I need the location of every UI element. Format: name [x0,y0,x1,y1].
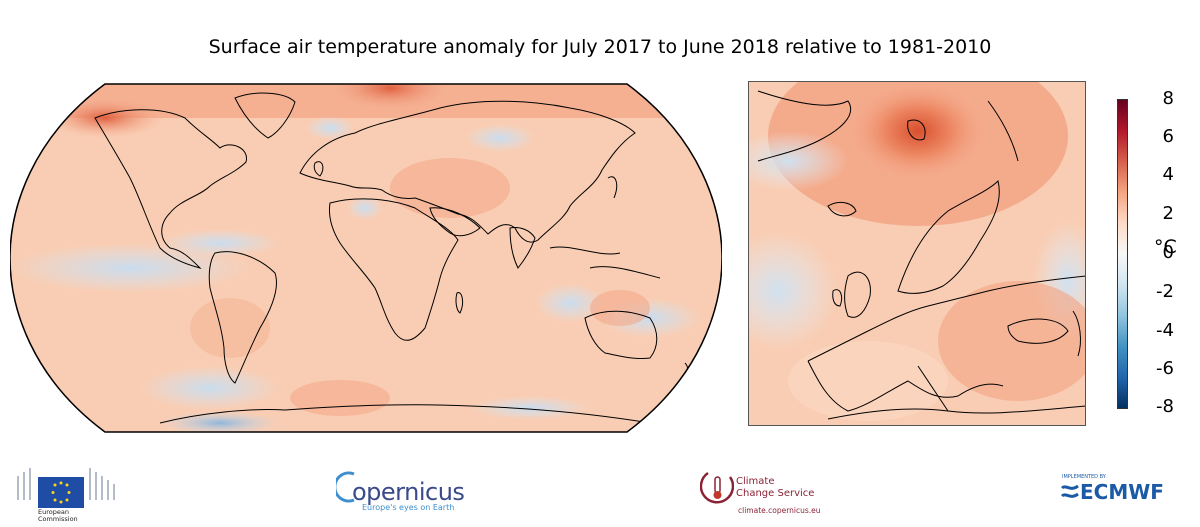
ec-building-icon [17,468,115,500]
copernicus-logo-text: opernicus [352,478,465,506]
europe-anomaly-map [748,81,1086,426]
copernicus-c-icon [336,471,355,503]
c3s-label: Climate Change Service [736,476,814,500]
colorbar-tick: -4 [1156,320,1174,341]
c3s-url: climate.copernicus.eu [738,506,821,515]
ec-label-line1: European [38,508,69,516]
colorbar-tick: 2 [1162,203,1174,224]
colorbar [1117,99,1128,409]
thermometer-icon [700,471,734,504]
c3s-label-line2: Change Service [736,488,815,499]
colorbar-tick: -8 [1156,396,1174,417]
world-anomaly-map [10,83,722,433]
ecmwf-implemented-by: IMPLEMENTED BY [1062,474,1106,480]
ecmwf-wave-icon [1060,484,1079,498]
colorbar-tick: 8 [1162,88,1174,109]
colorbar-tick: 0 [1162,242,1174,263]
colorbar-tick: -2 [1156,281,1174,302]
colorbar-tick: 4 [1162,164,1174,185]
colorbar-tick: 6 [1162,126,1174,147]
colorbar-unit: °C [1154,236,1177,258]
chart-title: Surface air temperature anomaly for July… [208,36,992,58]
colorbar-tick: -6 [1156,358,1174,379]
ecmwf-logo-text: ECMWF [1080,480,1164,504]
eu-flag-icon [38,477,84,508]
c3s-label-line1: Climate [736,476,775,487]
copernicus-tagline: Europe's eyes on Earth [362,503,455,512]
ec-label: European Commission [38,509,78,523]
ec-label-line2: Commission [38,515,78,523]
